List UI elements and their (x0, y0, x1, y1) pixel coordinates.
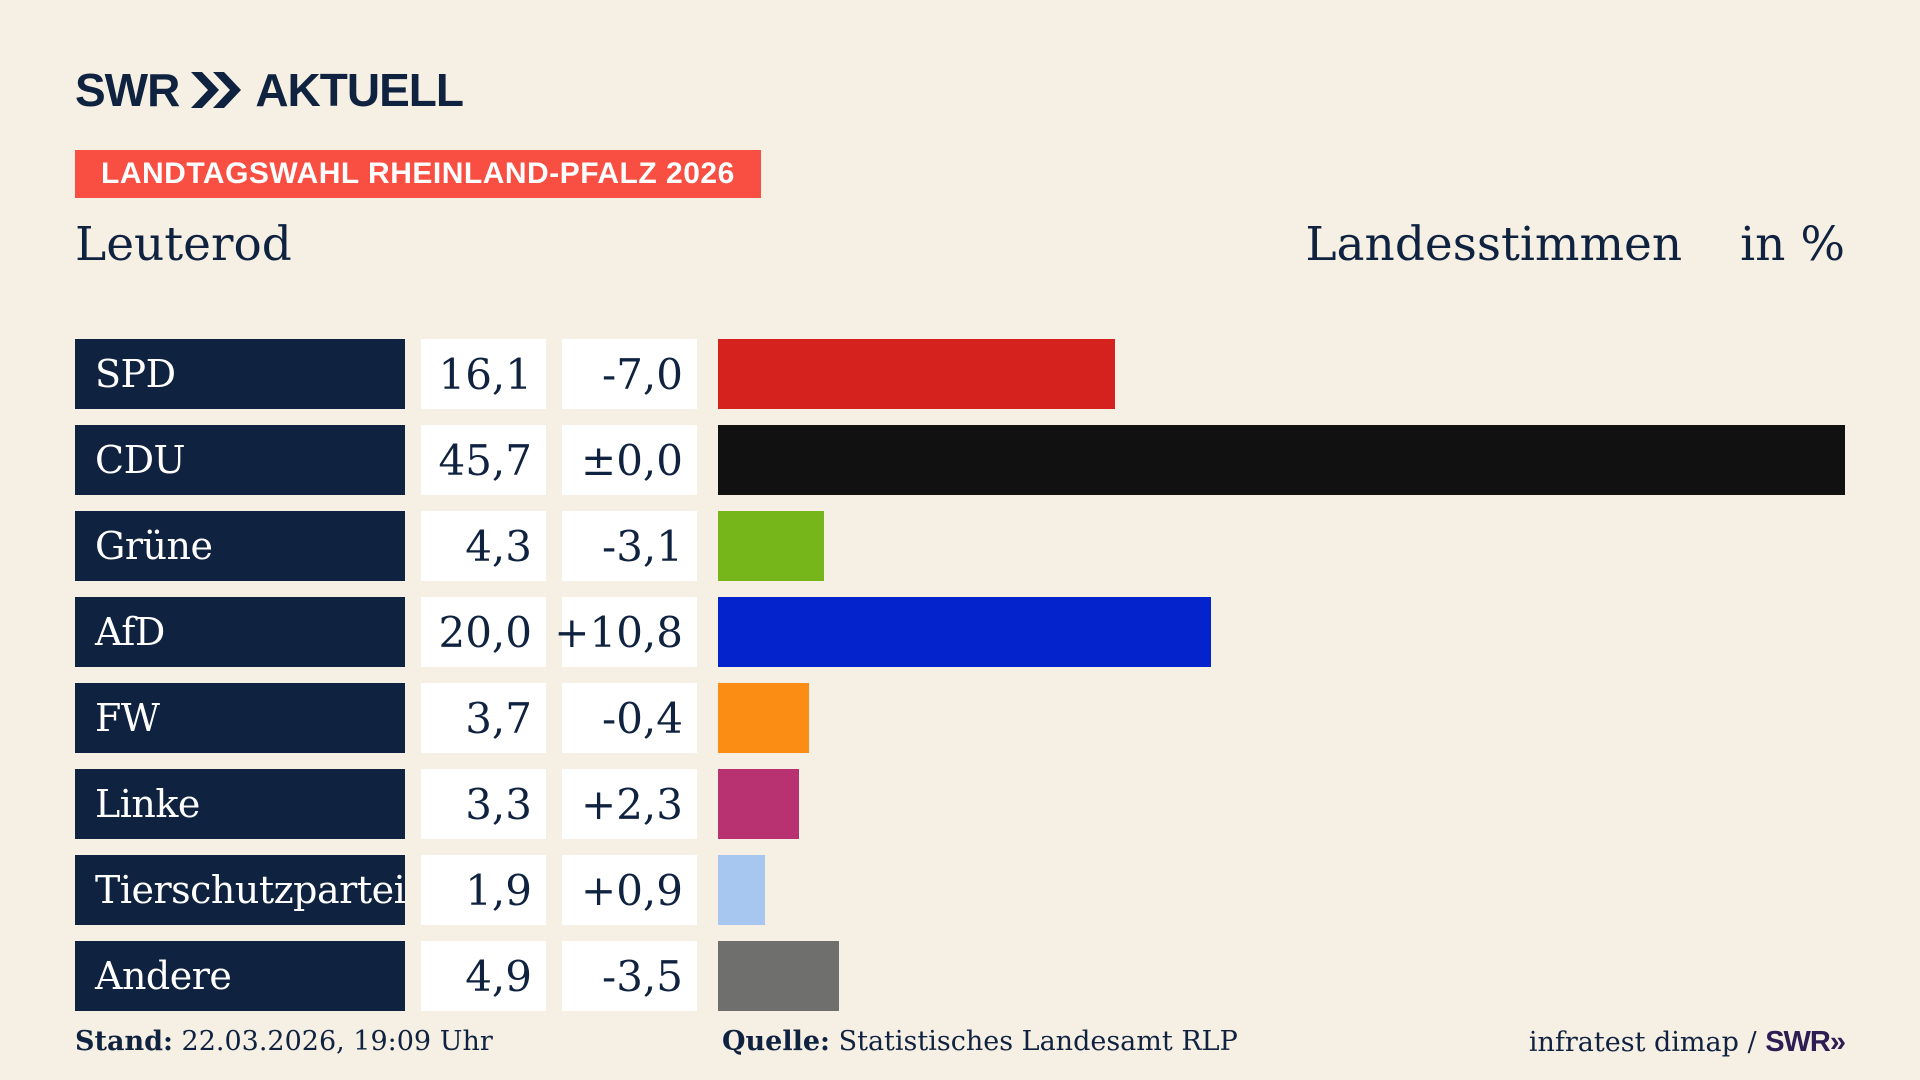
credit-swr-logo: SWR» (1765, 1026, 1846, 1058)
result-bar (718, 339, 1115, 409)
party-label: SPD (75, 339, 405, 409)
party-label: FW (75, 683, 405, 753)
change-value: -7,0 (562, 339, 697, 409)
change-value: ±0,0 (562, 425, 697, 495)
result-bar (718, 769, 799, 839)
result-bar (718, 511, 824, 581)
result-value: 20,0 (421, 597, 546, 667)
vote-type-label: Landesstimmen (1305, 216, 1683, 272)
table-row: Tierschutzpartei 1,9 +0,9 (75, 855, 1920, 925)
credit-text: infratest dimap / (1528, 1027, 1757, 1058)
bar-area (718, 941, 1920, 1011)
logo-swr-text: SWR (75, 64, 180, 116)
municipality-title: Leuterod (75, 216, 292, 272)
stand-label: Stand: (75, 1026, 173, 1057)
party-label: Linke (75, 769, 405, 839)
bar-area (718, 511, 1920, 581)
bar-area (718, 769, 1920, 839)
change-value: -0,4 (562, 683, 697, 753)
stand-timestamp: Stand: 22.03.2026, 19:09 Uhr (75, 1026, 493, 1057)
change-value: +2,3 (562, 769, 697, 839)
table-row: Grüne 4,3 -3,1 (75, 511, 1920, 581)
credit-note: infratest dimap / SWR» (1528, 1026, 1846, 1059)
result-value: 1,9 (421, 855, 546, 925)
swr-aktuell-logo: SWR AKTUELL (75, 64, 464, 116)
table-row: Andere 4,9 -3,5 (75, 941, 1920, 1011)
result-value: 4,3 (421, 511, 546, 581)
party-label: Tierschutzpartei (75, 855, 406, 925)
source-note: Quelle: Statistisches Landesamt RLP (722, 1026, 1238, 1057)
party-label: CDU (75, 425, 405, 495)
table-row: Linke 3,3 +2,3 (75, 769, 1920, 839)
stand-value: 22.03.2026, 19:09 Uhr (181, 1026, 493, 1057)
result-bar (718, 855, 765, 925)
result-bar (718, 425, 1845, 495)
result-value: 16,1 (421, 339, 546, 409)
party-label: Grüne (75, 511, 405, 581)
source-label: Quelle: (722, 1026, 830, 1057)
result-value: 4,9 (421, 941, 546, 1011)
results-table: SPD 16,1 -7,0 CDU 45,7 ±0,0 Grüne 4,3 -3… (75, 339, 1920, 1027)
bar-area (718, 855, 1920, 925)
bar-area (718, 339, 1920, 409)
unit-label: in % (1740, 216, 1845, 272)
change-value: +0,9 (562, 855, 697, 925)
table-row: CDU 45,7 ±0,0 (75, 425, 1920, 495)
election-title-banner: LANDTAGSWAHL RHEINLAND-PFALZ 2026 (75, 150, 761, 198)
footer: Stand: 22.03.2026, 19:09 Uhr Quelle: Sta… (0, 1020, 1920, 1064)
result-bar (718, 941, 839, 1011)
table-row: SPD 16,1 -7,0 (75, 339, 1920, 409)
result-value: 45,7 (421, 425, 546, 495)
change-value: -3,5 (562, 941, 697, 1011)
logo-aktuell-text: AKTUELL (255, 64, 464, 116)
vote-type-title: Landesstimmen in % (1305, 217, 1845, 272)
table-row: FW 3,7 -0,4 (75, 683, 1920, 753)
result-bar (718, 683, 809, 753)
result-value: 3,3 (421, 769, 546, 839)
change-value: -3,1 (562, 511, 697, 581)
bar-area (718, 425, 1920, 495)
title-row: Leuterod Landesstimmen in % (75, 216, 1845, 272)
change-value: +10,8 (554, 597, 697, 667)
table-row: AfD 20,0 +10,8 (75, 597, 1920, 667)
party-label: Andere (75, 941, 405, 1011)
result-value: 3,7 (421, 683, 546, 753)
bar-area (718, 597, 1920, 667)
double-chevron-icon (191, 72, 243, 108)
bar-area (718, 683, 1920, 753)
source-value: Statistisches Landesamt RLP (838, 1026, 1238, 1057)
result-bar (718, 597, 1211, 667)
party-label: AfD (75, 597, 405, 667)
